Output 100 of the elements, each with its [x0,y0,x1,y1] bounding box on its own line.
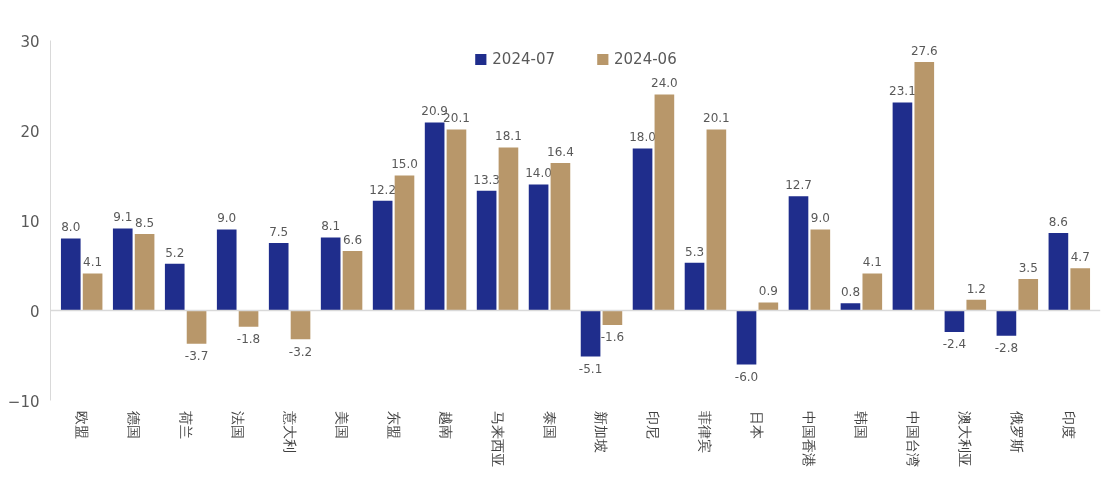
data-label: 7.5 [269,224,289,239]
x-tick-label: 东盟 [385,411,402,440]
y-tick-label: 20 [20,122,40,141]
bar [446,129,467,311]
legend-label: 2024-07 [492,50,555,68]
x-tick-label: 泰国 [541,411,558,440]
bar [60,238,81,311]
bar [528,184,549,311]
bar [476,190,497,311]
x-tick-label: 意大利 [281,410,298,454]
data-label: 5.2 [165,245,185,260]
data-label: 18.1 [495,129,522,144]
x-tick-label: 中国台湾 [905,411,922,468]
bar [1070,268,1091,311]
data-label: 3.5 [1018,260,1038,275]
bar [684,262,705,311]
x-tick-label: 菲律宾 [697,411,714,454]
data-label: 8.1 [321,219,341,234]
data-label: 4.1 [862,255,882,270]
bar [186,310,207,344]
x-tick-label: 美国 [333,411,350,440]
data-label: 0.8 [840,285,861,300]
data-label: 4.1 [83,255,103,270]
data-label: 9.1 [113,210,133,225]
bar [862,273,883,311]
bar [498,147,519,311]
bar [602,310,623,325]
x-tick-label: 韩国 [853,411,870,440]
bar [342,251,363,311]
bar [788,196,809,311]
bar [164,263,185,311]
bar [82,273,103,311]
data-label: 1.2 [966,281,986,296]
bar [134,234,155,311]
data-label: 23.1 [889,84,916,99]
data-label: 8.0 [61,220,81,235]
bar [112,228,133,311]
bar [1048,233,1069,311]
bar [996,310,1017,336]
bar [914,62,935,311]
data-label: 16.4 [547,144,574,159]
legend-label: 2024-06 [614,50,677,68]
bar [216,229,237,311]
data-label: 24.0 [651,76,678,91]
data-label: 15.0 [391,157,418,172]
x-tick-label: 日本 [749,411,766,440]
bar [394,175,415,311]
data-label: 14.0 [525,166,552,181]
data-label: 18.0 [629,130,656,145]
bar [736,310,757,365]
x-tick-label: 越南 [437,411,454,440]
data-label: 9.0 [810,211,830,226]
bar [424,122,445,311]
data-label: -2.8 [994,340,1019,355]
y-tick-label: 0 [29,302,40,321]
x-tick-label: 欧盟 [73,411,90,440]
x-tick-label: 俄罗斯 [1009,411,1026,454]
data-label: 8.5 [135,215,155,230]
x-tick-label: 荷兰 [177,411,194,440]
x-tick-label: 澳大利亚 [957,411,974,468]
data-label: 4.7 [1070,250,1090,264]
x-tick-label: 法国 [229,411,246,440]
bar [580,310,601,357]
data-label: -3.2 [288,344,313,359]
data-label: -2.4 [942,337,967,352]
data-label: 12.2 [369,182,397,197]
data-label: -1.6 [600,330,625,345]
x-tick-label: 马来西亚 [489,411,506,468]
bar [290,310,311,340]
x-tick-label: 中国香港 [801,411,818,468]
x-tick-label: 印尼 [645,411,662,440]
data-label: 12.7 [785,178,812,192]
x-tick-label: 新加坡 [593,411,610,454]
data-label: 27.6 [910,43,938,58]
data-label: -5.1 [578,361,603,376]
data-label: 5.3 [684,244,705,259]
x-tick-label: 印度 [1061,411,1078,440]
bar [966,299,987,311]
bar [944,310,965,333]
bar [238,310,259,327]
bar [550,162,571,311]
bar [632,148,653,311]
bar [892,102,913,311]
bar [706,129,727,311]
y-tick-label: −10 [7,392,40,411]
y-tick-label: 30 [20,32,40,51]
bar [268,243,289,311]
data-label: -1.8 [236,331,261,346]
data-label: 8.6 [1048,214,1068,229]
bar [654,94,675,311]
data-label: -3.7 [184,349,209,363]
bar [320,237,341,311]
data-label: 6.6 [342,232,363,247]
data-label: 9.0 [217,211,237,226]
data-label: 13.3 [473,172,500,187]
data-label: 0.9 [758,284,778,299]
bar [1018,279,1039,311]
data-label: 20.1 [703,111,730,126]
bar [372,200,393,311]
data-label: -6.0 [734,369,759,384]
